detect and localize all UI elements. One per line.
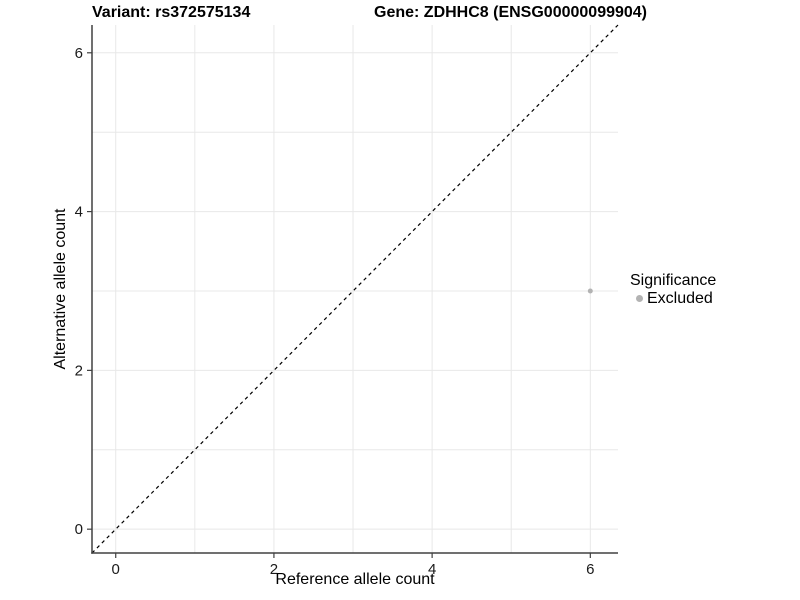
legend-title: Significance — [630, 272, 717, 289]
x-tick-label: 4 — [428, 561, 436, 578]
identity-line — [91, 24, 619, 554]
legend: Significance Excluded — [630, 271, 716, 307]
x-axis-label: Reference allele count — [275, 571, 435, 588]
variant-title: Variant: rs372575134 — [92, 4, 251, 21]
x-tick-label: 6 — [586, 561, 594, 578]
excluded-point-icon — [636, 295, 643, 302]
y-tick-label: 2 — [75, 362, 83, 379]
x-tick-label: 0 — [112, 561, 120, 578]
y-axis-label: Alternative allele count — [52, 208, 69, 370]
gene-title: Gene: ZDHHC8 (ENSG00000099904) — [374, 4, 648, 21]
y-tick-label: 6 — [75, 45, 83, 62]
y-tick-label: 4 — [75, 204, 83, 221]
x-tick-label: 2 — [270, 561, 278, 578]
y-tick-label: 0 — [75, 521, 83, 538]
legend-item-label: Excluded — [647, 290, 713, 307]
legend-item-excluded: Excluded — [630, 290, 716, 307]
data-point — [587, 288, 593, 294]
